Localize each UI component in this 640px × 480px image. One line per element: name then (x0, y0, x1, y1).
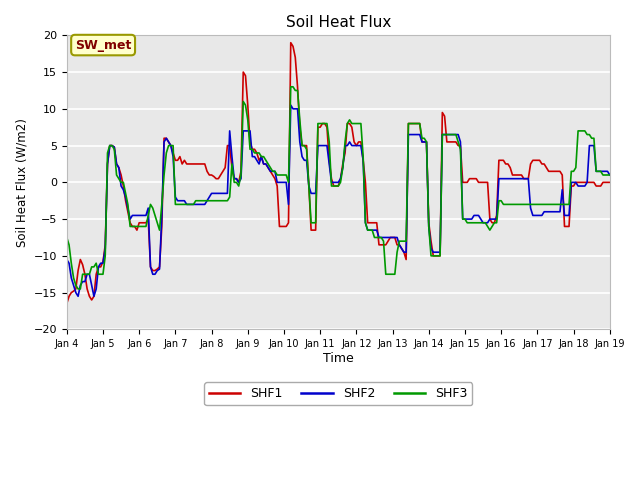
SHF2 (604, 168, 611, 174)
Line: SHF2: SHF2 (67, 105, 610, 296)
SHF3 (126, 224, 134, 229)
SHF1 (287, 40, 294, 46)
SHF3 (271, 168, 279, 174)
Title: Soil Heat Flux: Soil Heat Flux (285, 15, 391, 30)
Y-axis label: Soil Heat Flux (W/m2): Soil Heat Flux (W/m2) (15, 118, 28, 247)
Text: SW_met: SW_met (75, 38, 131, 51)
SHF1 (502, 161, 509, 167)
SHF1 (63, 301, 70, 307)
SHF1 (124, 209, 132, 215)
X-axis label: Time: Time (323, 352, 354, 365)
SHF2 (74, 293, 82, 299)
SHF2 (378, 235, 385, 240)
SHF3 (287, 84, 294, 90)
SHF3 (378, 235, 385, 240)
SHF3 (74, 286, 82, 292)
SHF1 (466, 176, 474, 181)
SHF3 (606, 172, 614, 178)
Line: SHF3: SHF3 (67, 87, 610, 289)
SHF2 (468, 216, 476, 222)
SHF2 (606, 172, 614, 178)
SHF1 (269, 172, 276, 178)
SHF2 (504, 176, 512, 181)
SHF3 (604, 172, 611, 178)
SHF3 (468, 220, 476, 226)
SHF1 (606, 180, 614, 185)
SHF2 (271, 168, 279, 174)
SHF2 (287, 102, 294, 108)
Line: SHF1: SHF1 (67, 43, 610, 304)
SHF1 (602, 180, 609, 185)
SHF2 (63, 257, 70, 263)
SHF3 (504, 202, 512, 207)
Legend: SHF1, SHF2, SHF3: SHF1, SHF2, SHF3 (204, 383, 472, 406)
SHF1 (375, 242, 383, 248)
SHF3 (63, 235, 70, 240)
SHF2 (126, 216, 134, 222)
